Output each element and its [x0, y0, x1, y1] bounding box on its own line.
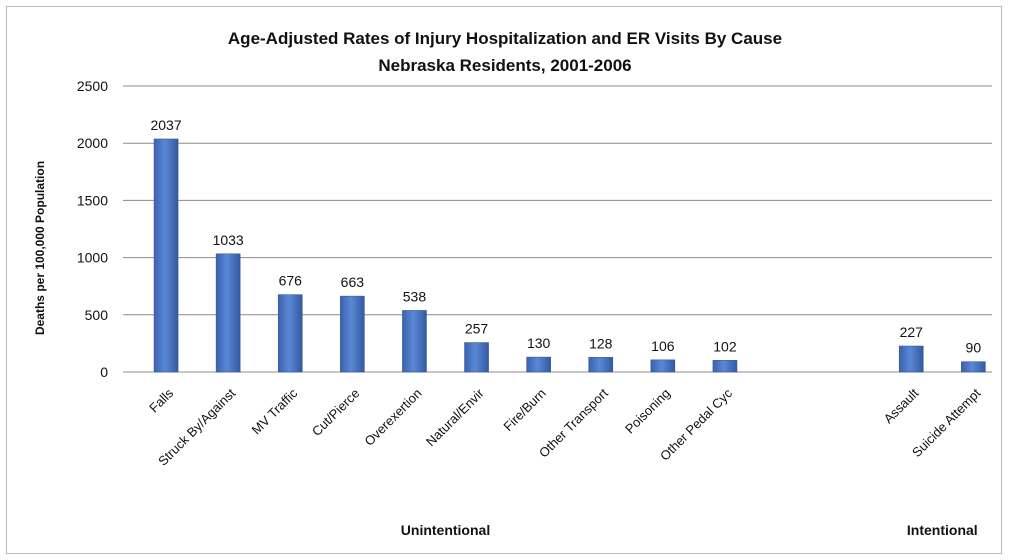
bar: [961, 361, 986, 373]
group-labels: Unintentional Intentional: [401, 522, 978, 538]
bar: [526, 356, 551, 373]
data-label: 538: [403, 288, 427, 304]
y-axis-ticks: 0 500 1000 1500 2000 2500: [77, 78, 108, 380]
data-label: 106: [651, 338, 675, 354]
data-label: 2037: [150, 117, 181, 133]
data-label: 676: [279, 273, 303, 289]
x-tick-label: Overexertion: [361, 386, 424, 449]
bar: [402, 310, 427, 373]
x-tick-label: Falls: [146, 385, 176, 415]
bar: [588, 357, 614, 373]
data-label: 1033: [213, 232, 244, 248]
y-axis-label: Deaths per 100,000 Population: [33, 161, 47, 335]
bar: [340, 295, 365, 373]
value-labels: 2037 1033 676 663 538 257 130 128 106 102 227 90: [150, 117, 981, 356]
y-tick-label: 1500: [77, 192, 108, 208]
x-tick-label: MV Traffic: [249, 385, 301, 437]
bars: [153, 138, 986, 373]
y-tick-label: 1000: [77, 250, 108, 266]
gridlines: [123, 85, 992, 373]
chart-title-line-2: Nebraska Residents, 2001-2006: [378, 56, 631, 75]
group-label: Unintentional: [401, 522, 490, 538]
data-label: 128: [589, 335, 613, 351]
bar: [277, 294, 303, 373]
data-label: 257: [465, 321, 489, 337]
x-tick-label: Fire/Burn: [500, 386, 548, 434]
y-tick-label: 2500: [77, 78, 108, 94]
group-label: Intentional: [907, 522, 978, 538]
bar: [153, 138, 179, 373]
y-tick-label: 0: [100, 364, 108, 380]
y-tick-label: 500: [85, 307, 109, 323]
data-label: 90: [966, 340, 982, 356]
bar: [215, 253, 241, 373]
data-label: 227: [900, 324, 924, 340]
x-tick-label: Assault: [881, 385, 922, 426]
x-tick-label: Natural/Envir: [423, 385, 487, 449]
data-label: 130: [527, 335, 551, 351]
chart-title-line-1: Age-Adjusted Rates of Injury Hospitaliza…: [228, 29, 782, 48]
y-tick-label: 2000: [77, 135, 108, 151]
x-tick-label: Cut/Pierce: [309, 386, 363, 440]
bar: [712, 360, 738, 373]
x-tick-label: Poisoning: [622, 386, 673, 437]
bar: [898, 345, 924, 373]
bar: [464, 342, 489, 373]
data-label: 102: [713, 338, 737, 354]
bar: [650, 359, 676, 373]
data-label: 663: [341, 274, 365, 290]
